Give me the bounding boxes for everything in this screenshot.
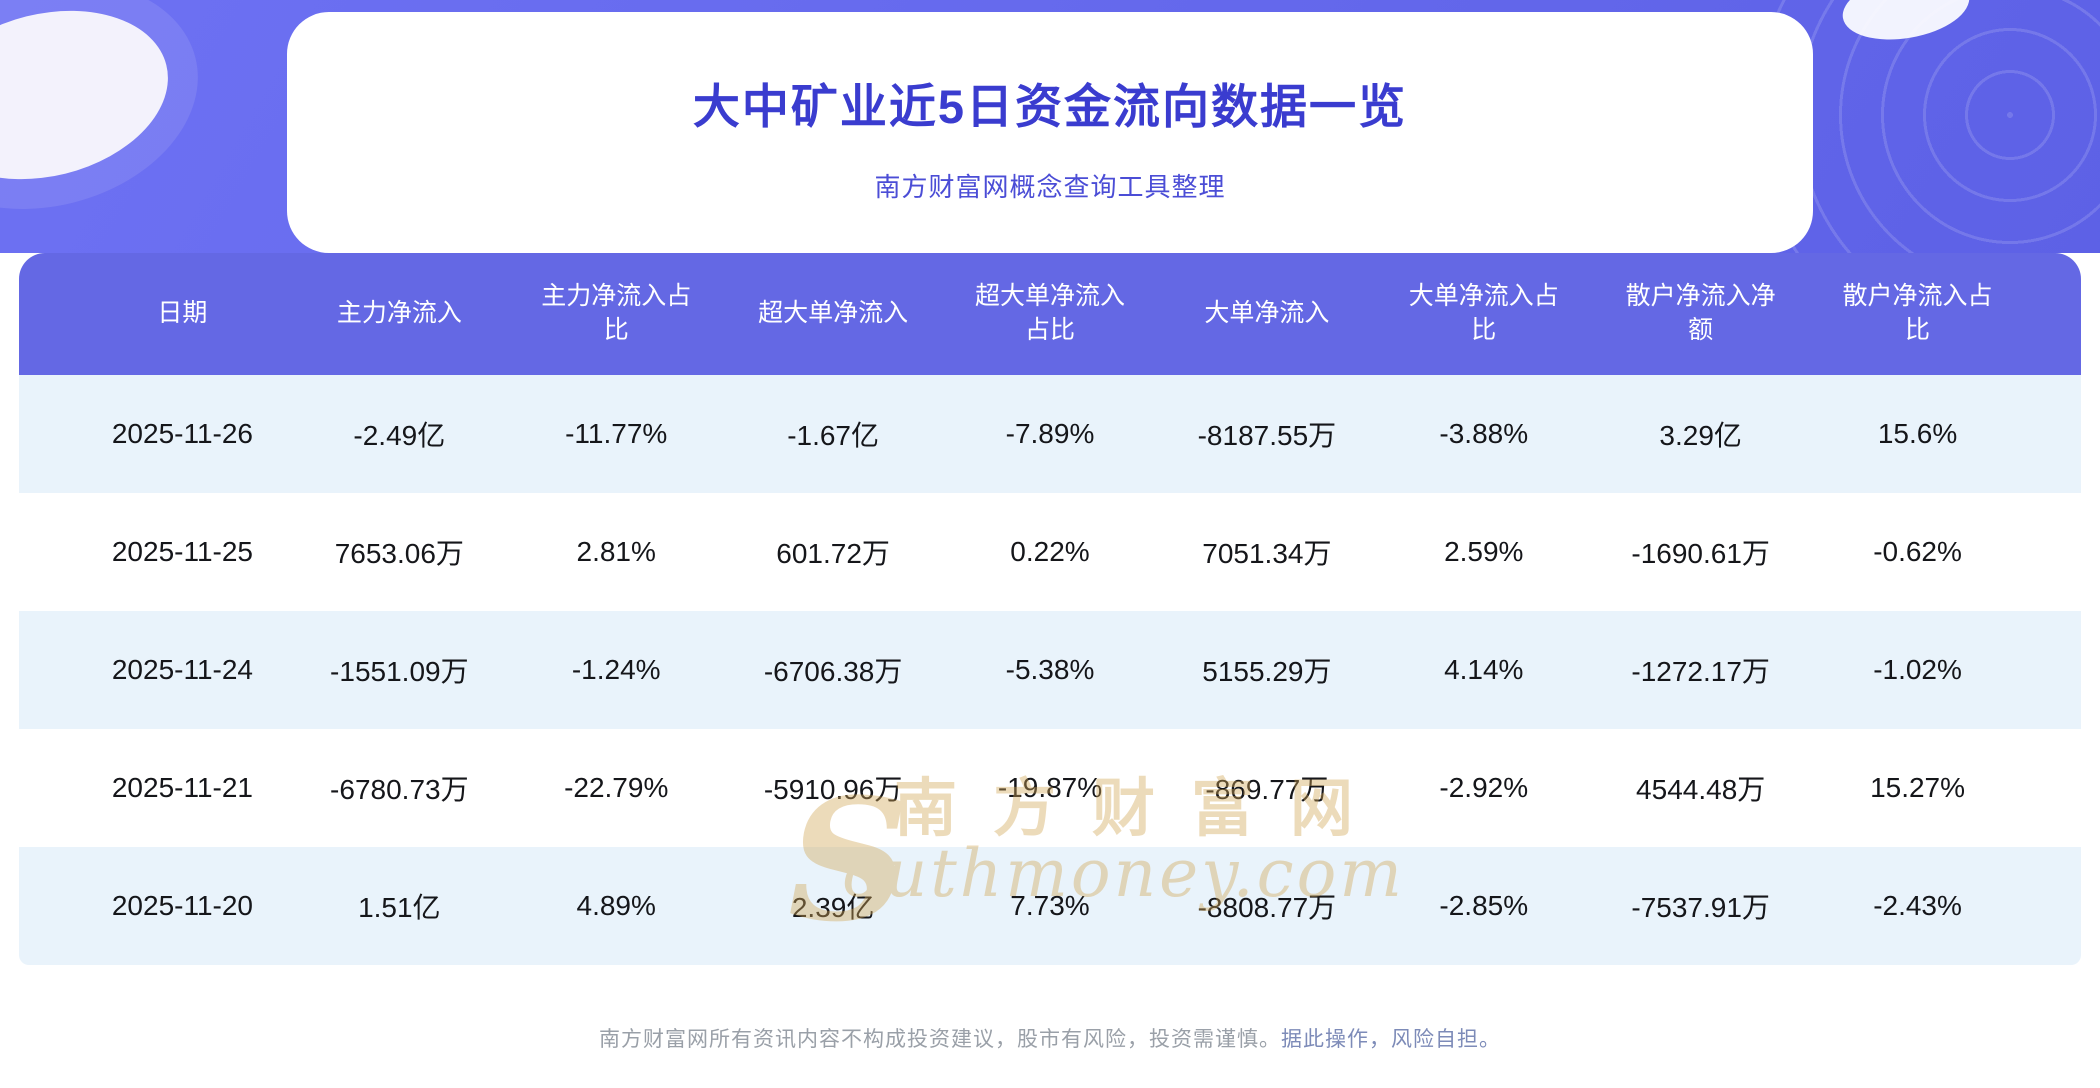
table-cell: -1272.17万 [1631,656,1770,687]
table-cell: -7.89% [1005,418,1095,449]
ellipse-decoration-left [0,0,186,204]
table-cell: 0.22% [1010,536,1090,567]
table-row: 2025-11-26 -2.49亿 -11.77% -1.67亿 -7.89% -8187… [19,375,2081,493]
title-card: 大中矿业近5日资金流向数据一览 南方财富网概念查询工具整理 [287,12,1813,253]
table-cell: -2.49亿 [353,420,446,451]
header-cell: 大单净流入占比 [1408,282,1559,344]
header-cell: 散户净流入占比 [1842,282,1993,344]
fund-flow-table: 日期 主力净流入 主力净流入占比 超大单净流入 超大单净流入占比 大单净流入 大单净流入占比… [19,253,2081,965]
table-cell: 2.59% [1444,536,1524,567]
header-cell: 超大单净流入 [758,299,909,328]
table-row: 2025-11-21 -6780.73万 -22.79% -5910.96万 -19.8… [19,729,2081,847]
table-cell: -869.77万 [1205,774,1329,805]
table-cell: -6780.73万 [330,774,469,805]
header-cell: 超大单净流入占比 [974,282,1125,344]
table-cell: -8808.77万 [1197,892,1337,923]
table-cell: 15.6% [1877,418,1958,449]
table-cell: 7051.34万 [1202,538,1332,569]
table-cell: 2025-11-21 [111,772,254,803]
table-cell: 2.81% [576,536,656,567]
header-cell: 日期 [157,299,208,328]
table-cell: -1551.09万 [330,656,469,687]
header-cell: 主力净流入占比 [541,282,692,344]
table-cell: -0.62% [1873,536,1962,567]
table-cell: 4.89% [576,890,656,921]
header-cell: 主力净流入 [336,299,462,328]
table-cell: 2025-11-24 [111,654,254,685]
table-cell: -1.24% [571,654,661,685]
table-cell: -1.67亿 [787,420,880,451]
footer-disclaimer: 南方财富网所有资讯内容不构成投资建议，股市有风险，投资需谨慎。据此操作，风险自担… [0,1023,2100,1053]
table-cell: -19.87% [997,772,1103,803]
table-cell: -11.77% [565,418,668,449]
table-cell: 2025-11-26 [111,418,254,449]
table-cell: -1.02% [1873,654,1962,685]
table-row: 2025-11-20 1.51亿 4.89% 2.39亿 7.73% -8808.77万 -… [19,847,2081,965]
table-header-row: 日期 主力净流入 主力净流入占比 超大单净流入 超大单净流入占比 大单净流入 大单净流入占比… [19,253,2081,375]
table-cell: -8187.55万 [1197,420,1337,451]
table-cell: -2.43% [1873,890,1962,921]
table-cell: -5.38% [1005,654,1095,685]
table-cell: -6706.38万 [763,656,903,687]
table-cell: -22.79% [564,772,669,803]
table-cell: -3.88% [1439,418,1529,449]
table-cell: 4544.48万 [1636,774,1766,805]
table-cell: -1690.61万 [1631,538,1770,569]
header-cell: 散户净流入净额 [1625,282,1776,344]
table-cell: -2.85% [1439,890,1529,921]
page-subtitle: 南方财富网概念查询工具整理 [874,171,1226,202]
table-cell: -7537.91万 [1631,892,1770,923]
table-cell: 2025-11-25 [111,536,254,567]
table-cell: 601.72万 [776,538,890,569]
table-cell: 2025-11-20 [111,890,254,921]
table-cell: 3.29亿 [1659,420,1742,451]
table-body: 2025-11-26 -2.49亿 -11.77% -1.67亿 -7.89% -8187… [19,375,2081,965]
header-cell: 大单净流入 [1204,299,1330,328]
table-cell: 4.14% [1444,654,1524,685]
table-cell: -5910.96万 [763,774,903,805]
table-cell: 2.39亿 [791,892,875,923]
table-cell: 5155.29万 [1202,656,1332,687]
table-row: 2025-11-24 -1551.09万 -1.24% -6706.38万 -5.38%… [19,611,2081,729]
banner: 大中矿业近5日资金流向数据一览 南方财富网概念查询工具整理 [0,0,2100,253]
disclaimer-text: 南方财富网所有资讯内容不构成投资建议，股市有风险，投资需谨慎。 [599,1028,1281,1051]
table-cell: -2.92% [1439,772,1529,803]
disclaimer-tail-text: 据此操作，风险自担。 [1281,1028,1501,1051]
page-title: 大中矿业近5日资金流向数据一览 [692,79,1408,133]
table-cell: 15.27% [1870,772,1966,803]
table-cell: 7.73% [1010,890,1090,921]
table-cell: 1.51亿 [358,892,441,923]
table-cell: 7653.06万 [334,538,464,569]
table-row: 2025-11-25 7653.06万 2.81% 601.72万 0.22% 7051.… [19,493,2081,611]
